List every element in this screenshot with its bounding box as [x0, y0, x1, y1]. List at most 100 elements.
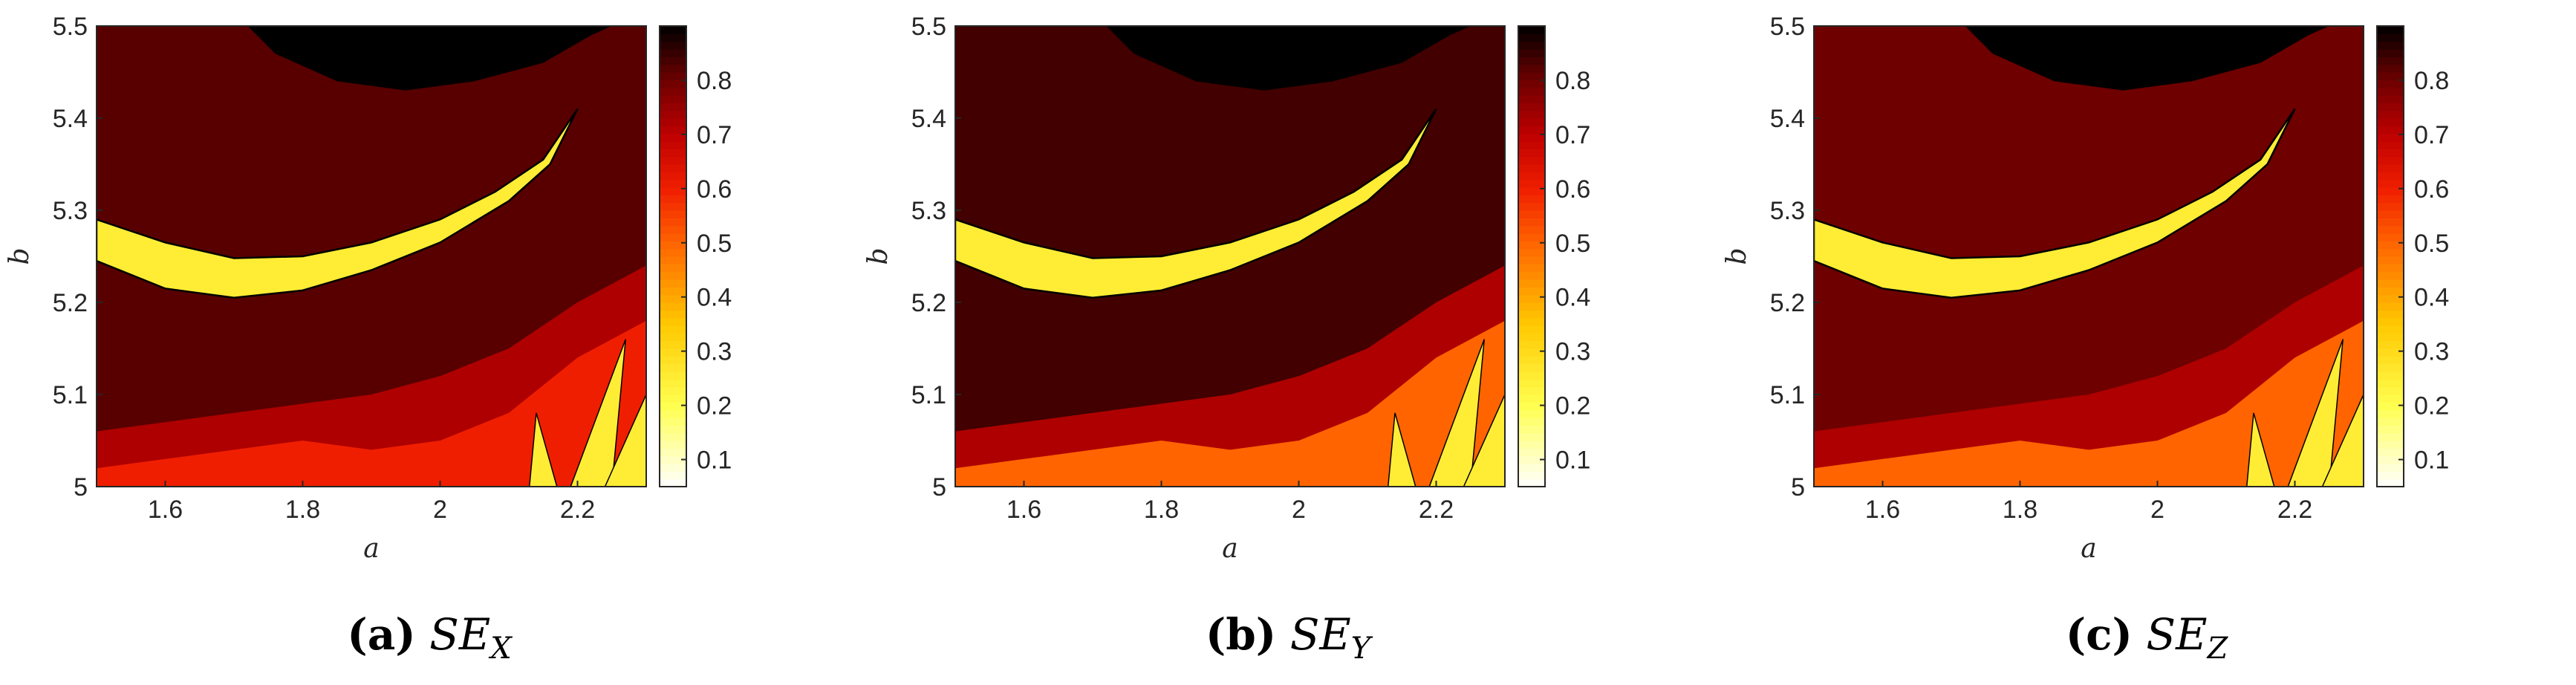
- colorbar-segment-c-34: [2377, 218, 2404, 227]
- caption-subscript-a: X: [490, 632, 512, 666]
- colorbar-segment-a-12: [660, 386, 686, 395]
- y-tick-label-c-5: 5.5: [1770, 13, 1805, 41]
- colorbar-segment-c-2: [2377, 464, 2404, 472]
- colorbar-segment-b-37: [1518, 195, 1545, 204]
- colorbar-tick-label-a-7: 0.8: [697, 67, 732, 95]
- colorbar-segment-a-57: [660, 41, 686, 50]
- colorbar-segment-c-52: [2377, 79, 2404, 88]
- x-tick-label-b-0: 1.6: [1006, 496, 1041, 524]
- colorbar-segment-a-49: [660, 103, 686, 111]
- colorbar-segment-b-36: [1518, 202, 1545, 211]
- colorbar-segment-a-18: [660, 340, 686, 349]
- colorbar-segment-b-19: [1518, 333, 1545, 342]
- colorbar-segment-a-10: [660, 402, 686, 411]
- colorbar-segment-a-27: [660, 271, 686, 280]
- colorbar-segment-a-58: [660, 33, 686, 42]
- colorbar-segment-b-21: [1518, 317, 1545, 326]
- colorbar-segment-a-11: [660, 395, 686, 403]
- colorbar-segment-a-47: [660, 118, 686, 126]
- region-spike-b-1: [1428, 339, 1485, 487]
- colorbar-segment-c-37: [2377, 195, 2404, 204]
- plot-area-a: [97, 26, 646, 487]
- colorbar-segment-b-28: [1518, 264, 1545, 273]
- colorbar-segment-b-56: [1518, 49, 1545, 57]
- colorbar-segment-b-25: [1518, 287, 1545, 296]
- colorbar-segment-a-15: [660, 363, 686, 372]
- colorbar-segment-b-3: [1518, 455, 1545, 464]
- colorbar-segment-b-51: [1518, 87, 1545, 96]
- colorbar-tick-label-b-3: 0.4: [1555, 284, 1590, 312]
- colorbar-segment-a-50: [660, 95, 686, 103]
- region-crescent-c: [1814, 108, 2296, 299]
- colorbar-segment-a-38: [660, 187, 686, 195]
- colorbar-segment-c-3: [2377, 455, 2404, 464]
- colorbar-tick-label-b-5: 0.6: [1555, 175, 1590, 204]
- colorbar-segment-c-22: [2377, 310, 2404, 319]
- colorbar-segment-c-21: [2377, 317, 2404, 326]
- colorbar-segment-a-44: [660, 141, 686, 149]
- colorbar-segment-c-1: [2377, 471, 2404, 480]
- colorbar-segment-c-15: [2377, 363, 2404, 372]
- colorbar-segment-b-35: [1518, 210, 1545, 218]
- x-axis-label-a: a: [363, 533, 379, 564]
- y-tick-label-a-4: 5.4: [53, 105, 88, 133]
- colorbar-segment-c-42: [2377, 156, 2404, 165]
- colorbar-segment-b-11: [1518, 395, 1545, 403]
- colorbar-segment-c-28: [2377, 264, 2404, 273]
- colorbar-segment-c-4: [2377, 448, 2404, 457]
- x-tick-label-c-3: 2.2: [2277, 496, 2312, 524]
- colorbar-segment-c-26: [2377, 279, 2404, 288]
- colorbar-segment-a-51: [660, 87, 686, 96]
- colorbar-segment-a-59: [660, 26, 686, 34]
- colorbar-segment-b-46: [1518, 126, 1545, 134]
- colorbar-tick-label-c-3: 0.4: [2414, 284, 2449, 312]
- colorbar-tick-label-b-7: 0.8: [1555, 67, 1590, 95]
- colorbar-segment-c-10: [2377, 402, 2404, 411]
- colorbar-segment-c-49: [2377, 103, 2404, 111]
- caption-b: (b) SEY: [859, 609, 1717, 663]
- colorbar-segment-b-20: [1518, 325, 1545, 334]
- colorbar-segment-a-5: [660, 441, 686, 449]
- region-spike-a-2: [604, 394, 646, 487]
- colorbar-tick-label-a-0: 0.1: [697, 447, 732, 475]
- y-tick-label-a-2: 5.2: [53, 289, 88, 317]
- panel-b: 1.6 1.8 2 2.2 5 5.1 5.2 5.3 5.4 5.5 a b 0.1 0.2 0.3 0.4…: [859, 0, 1717, 685]
- colorbar-segment-c-19: [2377, 333, 2404, 342]
- colorbar-segment-a-43: [660, 149, 686, 158]
- colorbar-segment-c-31: [2377, 241, 2404, 250]
- colorbar-segment-b-7: [1518, 425, 1545, 434]
- region-bottom-band-b: [955, 320, 1505, 487]
- colorbar-segment-c-23: [2377, 302, 2404, 311]
- region-bottom-band-c: [1814, 320, 2364, 487]
- caption-symbol-a: SE: [429, 609, 491, 660]
- colorbar-segment-b-14: [1518, 371, 1545, 380]
- colorbar-segment-a-34: [660, 218, 686, 227]
- colorbar-tick-label-b-4: 0.5: [1555, 230, 1590, 258]
- colorbar-segment-b-9: [1518, 409, 1545, 418]
- colorbar-segment-c-50: [2377, 95, 2404, 103]
- y-tick-label-c-4: 5.4: [1770, 105, 1805, 133]
- x-tick-label-a-3: 2.2: [560, 496, 595, 524]
- colorbar-segment-b-58: [1518, 33, 1545, 42]
- y-tick-label-c-0: 5: [1791, 473, 1805, 501]
- heatmap-svg-a: 1.6 1.8 2 2.2 5 5.1 5.2 5.3 5.4 5.5 a b 0.1 0.2 0.3 0.4…: [4, 13, 732, 564]
- colorbar-segment-c-16: [2377, 356, 2404, 365]
- colorbar-tick-label-b-2: 0.3: [1555, 338, 1590, 366]
- y-tick-label-a-1: 5.1: [53, 381, 88, 409]
- colorbar-segment-c-54: [2377, 64, 2404, 73]
- colorbar-segment-c-11: [2377, 395, 2404, 403]
- colorbar-segment-a-22: [660, 310, 686, 319]
- colorbar-segment-c-29: [2377, 256, 2404, 264]
- colorbar-segment-a-2: [660, 464, 686, 472]
- colorbar-segment-b-49: [1518, 103, 1545, 111]
- y-tick-label-c-2: 5.2: [1770, 289, 1805, 317]
- colorbar-segment-b-12: [1518, 386, 1545, 395]
- colorbar-tick-label-b-6: 0.7: [1555, 121, 1590, 149]
- heatmap-svg-b: 1.6 1.8 2 2.2 5 5.1 5.2 5.3 5.4 5.5 a b 0.1 0.2 0.3 0.4…: [863, 13, 1590, 564]
- colorbar-segment-b-8: [1518, 418, 1545, 426]
- colorbar-segment-a-39: [660, 179, 686, 188]
- y-tick-label-a-5: 5.5: [53, 13, 88, 41]
- y-tick-label-c-3: 5.3: [1770, 197, 1805, 225]
- region-top-cap-c: [1965, 26, 2329, 91]
- colorbar-segment-b-52: [1518, 79, 1545, 88]
